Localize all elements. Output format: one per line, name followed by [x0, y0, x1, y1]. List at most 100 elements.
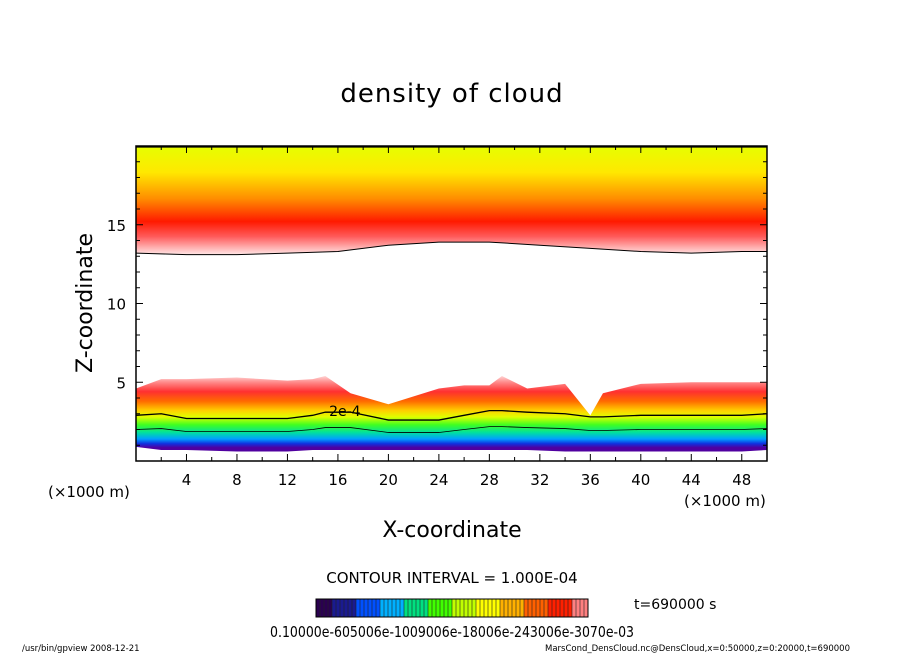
- colorbar-swatch: [512, 599, 517, 617]
- colorbar-swatch: [396, 599, 401, 617]
- footer-right: MarsCond_DensCloud.nc@DensCloud,x=0:5000…: [545, 644, 850, 654]
- colorbar-swatch: [576, 599, 581, 617]
- colorbar-swatch: [548, 599, 553, 617]
- x-tick-label: 8: [232, 471, 242, 489]
- colorbar-swatch: [524, 599, 529, 617]
- colorbar-swatch: [440, 599, 445, 617]
- colorbar-swatch: [532, 599, 537, 617]
- colorbar-swatch: [380, 599, 385, 617]
- plot-area: [136, 146, 767, 452]
- colorbar-swatch: [484, 599, 489, 617]
- colorbar-swatch: [352, 599, 357, 617]
- x-unit-right: (×1000 m): [684, 492, 766, 510]
- upper-band-contour: [136, 241, 767, 256]
- colorbar-swatch: [456, 599, 461, 617]
- colorbar-swatch: [368, 599, 373, 617]
- contour-label: 2e-4: [329, 404, 361, 420]
- x-tick-label: 32: [530, 471, 549, 489]
- colorbar-swatch: [428, 599, 433, 617]
- lower-cloud-band: [136, 375, 767, 452]
- time-label: t=690000 s: [634, 597, 716, 613]
- colorbar-swatch: [540, 599, 545, 617]
- contour-interval-label: CONTOUR INTERVAL = 1.000E-04: [326, 569, 577, 587]
- footer-left: /usr/bin/gpview 2008-12-21: [22, 644, 140, 654]
- colorbar-swatch: [340, 599, 345, 617]
- colorbar-swatch: [464, 599, 469, 617]
- colorbar-swatch: [560, 599, 565, 617]
- colorbar-swatch: [472, 599, 477, 617]
- colorbar-swatch: [528, 599, 533, 617]
- x-tick-label: 20: [379, 471, 398, 489]
- x-axis-label: X-coordinate: [382, 518, 521, 543]
- y-tick-label: 15: [107, 217, 126, 235]
- colorbar-swatch: [432, 599, 437, 617]
- y-tick-label: 5: [116, 374, 126, 392]
- colorbar-tick-labels: 0.10000e-605006e-1009006e-18006e-243006e…: [270, 623, 634, 641]
- x-axis: 4 8 12 16 20 24 28 32 36 40 44 48: [160, 146, 751, 489]
- chart-title: density of cloud: [340, 79, 563, 109]
- colorbar: [315, 599, 589, 617]
- colorbar-swatch: [376, 599, 381, 617]
- colorbar-swatch: [364, 599, 369, 617]
- colorbar-frame: [315, 598, 589, 618]
- x-tick-label: 40: [631, 471, 650, 489]
- y-tick-label: 10: [107, 296, 126, 314]
- colorbar-swatch: [492, 599, 497, 617]
- colorbar-swatch: [452, 599, 457, 617]
- y-axis: 5 10 15: [107, 161, 767, 446]
- colorbar-swatch: [336, 599, 341, 617]
- colorbar-swatch: [444, 599, 449, 617]
- colorbar-swatch: [328, 599, 333, 617]
- colorbar-swatch: [516, 599, 521, 617]
- colorbar-swatch: [344, 599, 349, 617]
- x-tick-label: 12: [278, 471, 297, 489]
- colorbar-swatch: [420, 599, 425, 617]
- colorbar-swatch: [556, 599, 561, 617]
- colorbar-swatch: [360, 599, 365, 617]
- x-tick-label: 4: [182, 471, 192, 489]
- colorbar-swatch: [500, 599, 505, 617]
- colorbar-swatch: [356, 599, 361, 617]
- colorbar-swatch: [392, 599, 397, 617]
- colorbar-swatch: [468, 599, 473, 617]
- colorbar-swatch: [436, 599, 441, 617]
- colorbar-swatch: [584, 599, 589, 617]
- colorbar-swatch: [388, 599, 393, 617]
- x-tick-label: 44: [682, 471, 701, 489]
- upper-cloud-band: [136, 146, 767, 255]
- x-unit-left: (×1000 m): [48, 483, 130, 501]
- colorbar-swatch: [508, 599, 513, 617]
- contour-lower: [136, 426, 767, 433]
- colorbar-swatch: [348, 599, 353, 617]
- colorbar-swatch: [544, 599, 549, 617]
- colorbar-swatch: [448, 599, 453, 617]
- colorbar-swatch: [536, 599, 541, 617]
- colorbar-swatch: [384, 599, 389, 617]
- colorbar-swatch: [504, 599, 509, 617]
- x-tick-label: 36: [581, 471, 600, 489]
- colorbar-swatch: [332, 599, 337, 617]
- colorbar-swatch: [480, 599, 485, 617]
- contour-2e-4: [136, 409, 767, 421]
- colorbar-swatch: [372, 599, 377, 617]
- colorbar-swatch: [476, 599, 481, 617]
- colorbar-swatch: [408, 599, 413, 617]
- colorbar-swatch: [568, 599, 573, 617]
- y-axis-label: Z-coordinate: [73, 233, 98, 373]
- colorbar-swatch: [424, 599, 429, 617]
- colorbar-swatch: [460, 599, 465, 617]
- colorbar-swatch: [324, 599, 329, 617]
- x-tick-label: 16: [328, 471, 347, 489]
- colorbar-swatch: [488, 599, 493, 617]
- colorbar-swatch: [404, 599, 409, 617]
- colorbar-swatch: [572, 599, 577, 617]
- colorbar-swatch: [400, 599, 405, 617]
- colorbar-swatch: [496, 599, 501, 617]
- colorbar-swatch: [412, 599, 417, 617]
- x-tick-label: 48: [732, 471, 751, 489]
- x-tick-label: 24: [429, 471, 448, 489]
- colorbar-swatch: [564, 599, 569, 617]
- colorbar-swatch: [580, 599, 585, 617]
- colorbar-swatch: [416, 599, 421, 617]
